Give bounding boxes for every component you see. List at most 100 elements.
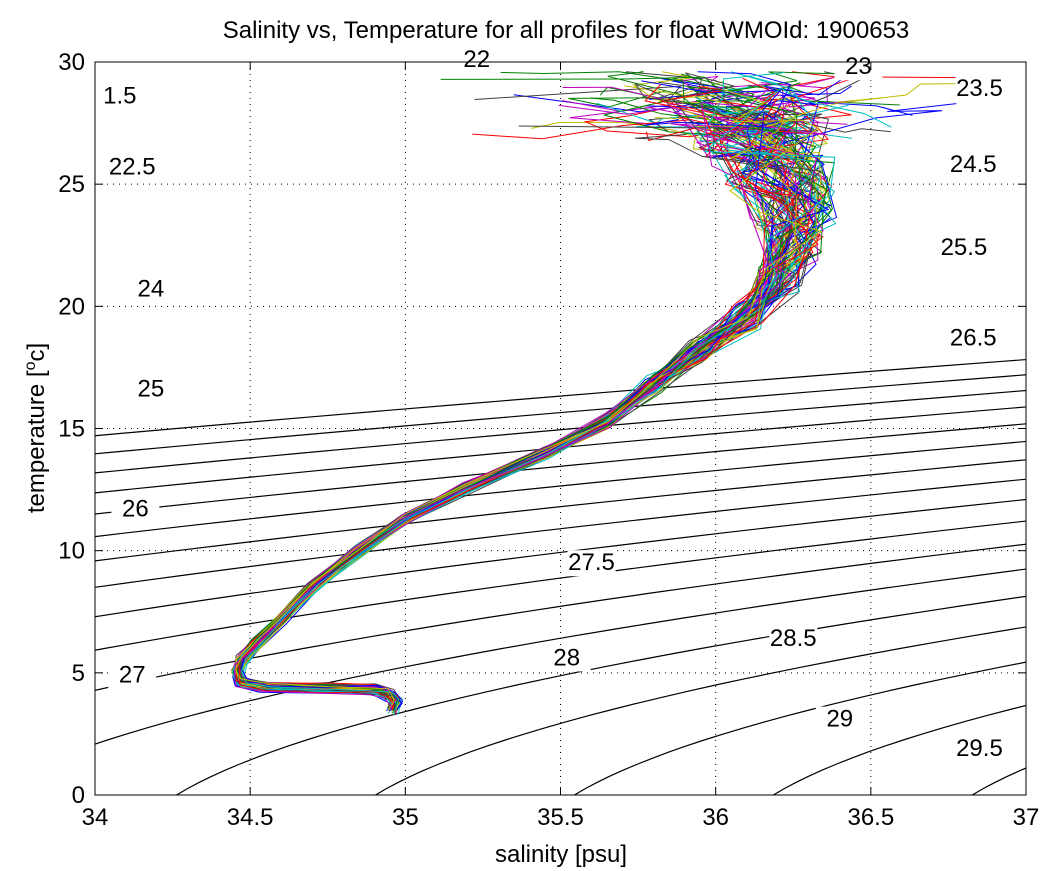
profile-line [241,127,803,711]
density-contour [95,520,1026,651]
profile-line [237,118,820,707]
profile-line [241,87,892,711]
profile-line [230,115,812,707]
profile-line [236,122,814,712]
grid [95,62,1026,795]
profile-line [237,107,796,709]
density-contour [95,498,1026,618]
profile-line [232,108,814,707]
x-tick-label: 36 [702,804,729,831]
profile-line [235,119,815,706]
contour-label: 24 [138,276,165,303]
profile-line [235,89,823,705]
contour-label-bg [108,154,157,181]
density-contour [95,478,1026,588]
profile-line [238,100,814,706]
density-contour [375,626,1026,795]
density-contour [95,543,1026,692]
profile-line [241,113,823,713]
profile-line [241,83,980,711]
x-tick-label: 35 [392,804,419,831]
y-axis-label-main: temperature [ [23,370,50,513]
profiles [230,71,980,715]
contour-label: 23 [845,53,872,80]
contour-label: 24.5 [950,151,997,178]
profile-line [235,108,819,711]
density-contour [95,358,1026,437]
profile-line [240,112,780,708]
contour-label-bg [939,235,988,262]
contour-label: 29 [826,706,853,733]
contour-label: 25.5 [941,234,988,261]
profile-line [235,108,792,710]
density-contour [95,568,1026,745]
contour-label: 29.5 [956,735,1003,762]
profile-line [234,85,819,708]
profile-line [241,104,814,707]
profile-line [238,108,828,713]
profile-line [233,86,792,712]
contour-label-bg [955,76,1004,103]
x-tick-label: 37 [1013,804,1040,831]
profile-line [238,114,816,711]
contour-label-bg [111,496,160,523]
y-tick-label: 5 [72,660,85,687]
contour-label-bg [126,376,175,403]
profile-line [241,93,825,712]
profile-line [231,114,825,708]
contour-label-bg [567,550,616,577]
profile-line [238,84,819,711]
profile-line [236,71,828,710]
profile-line [240,83,823,711]
profile-line [235,85,800,708]
contour-label-bg [452,46,501,73]
x-tick-label: 35.5 [537,804,584,831]
x-tick-label: 34 [82,804,109,831]
contour-label: 26.5 [950,324,997,351]
contour-label: 1.5 [103,83,136,110]
profile-line [239,97,836,707]
profile-line [236,94,816,709]
contour-label-bg [955,735,1004,762]
y-tick-label: 10 [58,538,85,565]
contour-label-bg [949,325,998,352]
density-contour [95,423,1026,515]
contour-label: 28 [553,645,580,672]
profile-line [237,116,814,712]
density-contour [95,459,1026,562]
profile-line [231,71,822,710]
density-contour [176,595,1026,795]
contour-label: 27 [119,662,146,689]
contour-label-bg [126,276,175,303]
x-tick-label: 36.5 [847,804,894,831]
density-contour [95,374,1026,455]
profile-line [232,77,791,711]
profile-line [239,71,814,710]
profile-line [233,131,829,708]
contour-label: 25 [138,376,165,403]
density-contour [95,406,1026,494]
contour-label-bg [949,151,998,178]
density-contour [574,661,1026,795]
contour-label-bg [108,662,157,689]
y-axis-label: temperature [oc] [22,343,50,513]
profile-line [236,121,808,709]
contour-label-bg [769,625,818,652]
y-axis-label-tail: c] [23,343,50,362]
profile-line [232,105,817,712]
contour-label: 28.5 [770,625,817,652]
contour-label-bg [542,645,591,672]
profile-line [231,82,829,709]
profile-line [235,119,798,711]
profile-line [239,72,813,708]
chart-title: Salinity vs, Temperature for all profile… [223,17,910,44]
profile-line [241,124,853,715]
density-contours [95,358,1026,795]
y-tick-label: 25 [58,171,85,198]
profile-line [237,73,800,712]
contour-label: 22 [463,46,490,73]
profile-line [243,115,816,712]
density-contour [95,389,1026,474]
x-axis-label: salinity [psu] [495,841,627,868]
contour-label: 27.5 [568,549,615,576]
